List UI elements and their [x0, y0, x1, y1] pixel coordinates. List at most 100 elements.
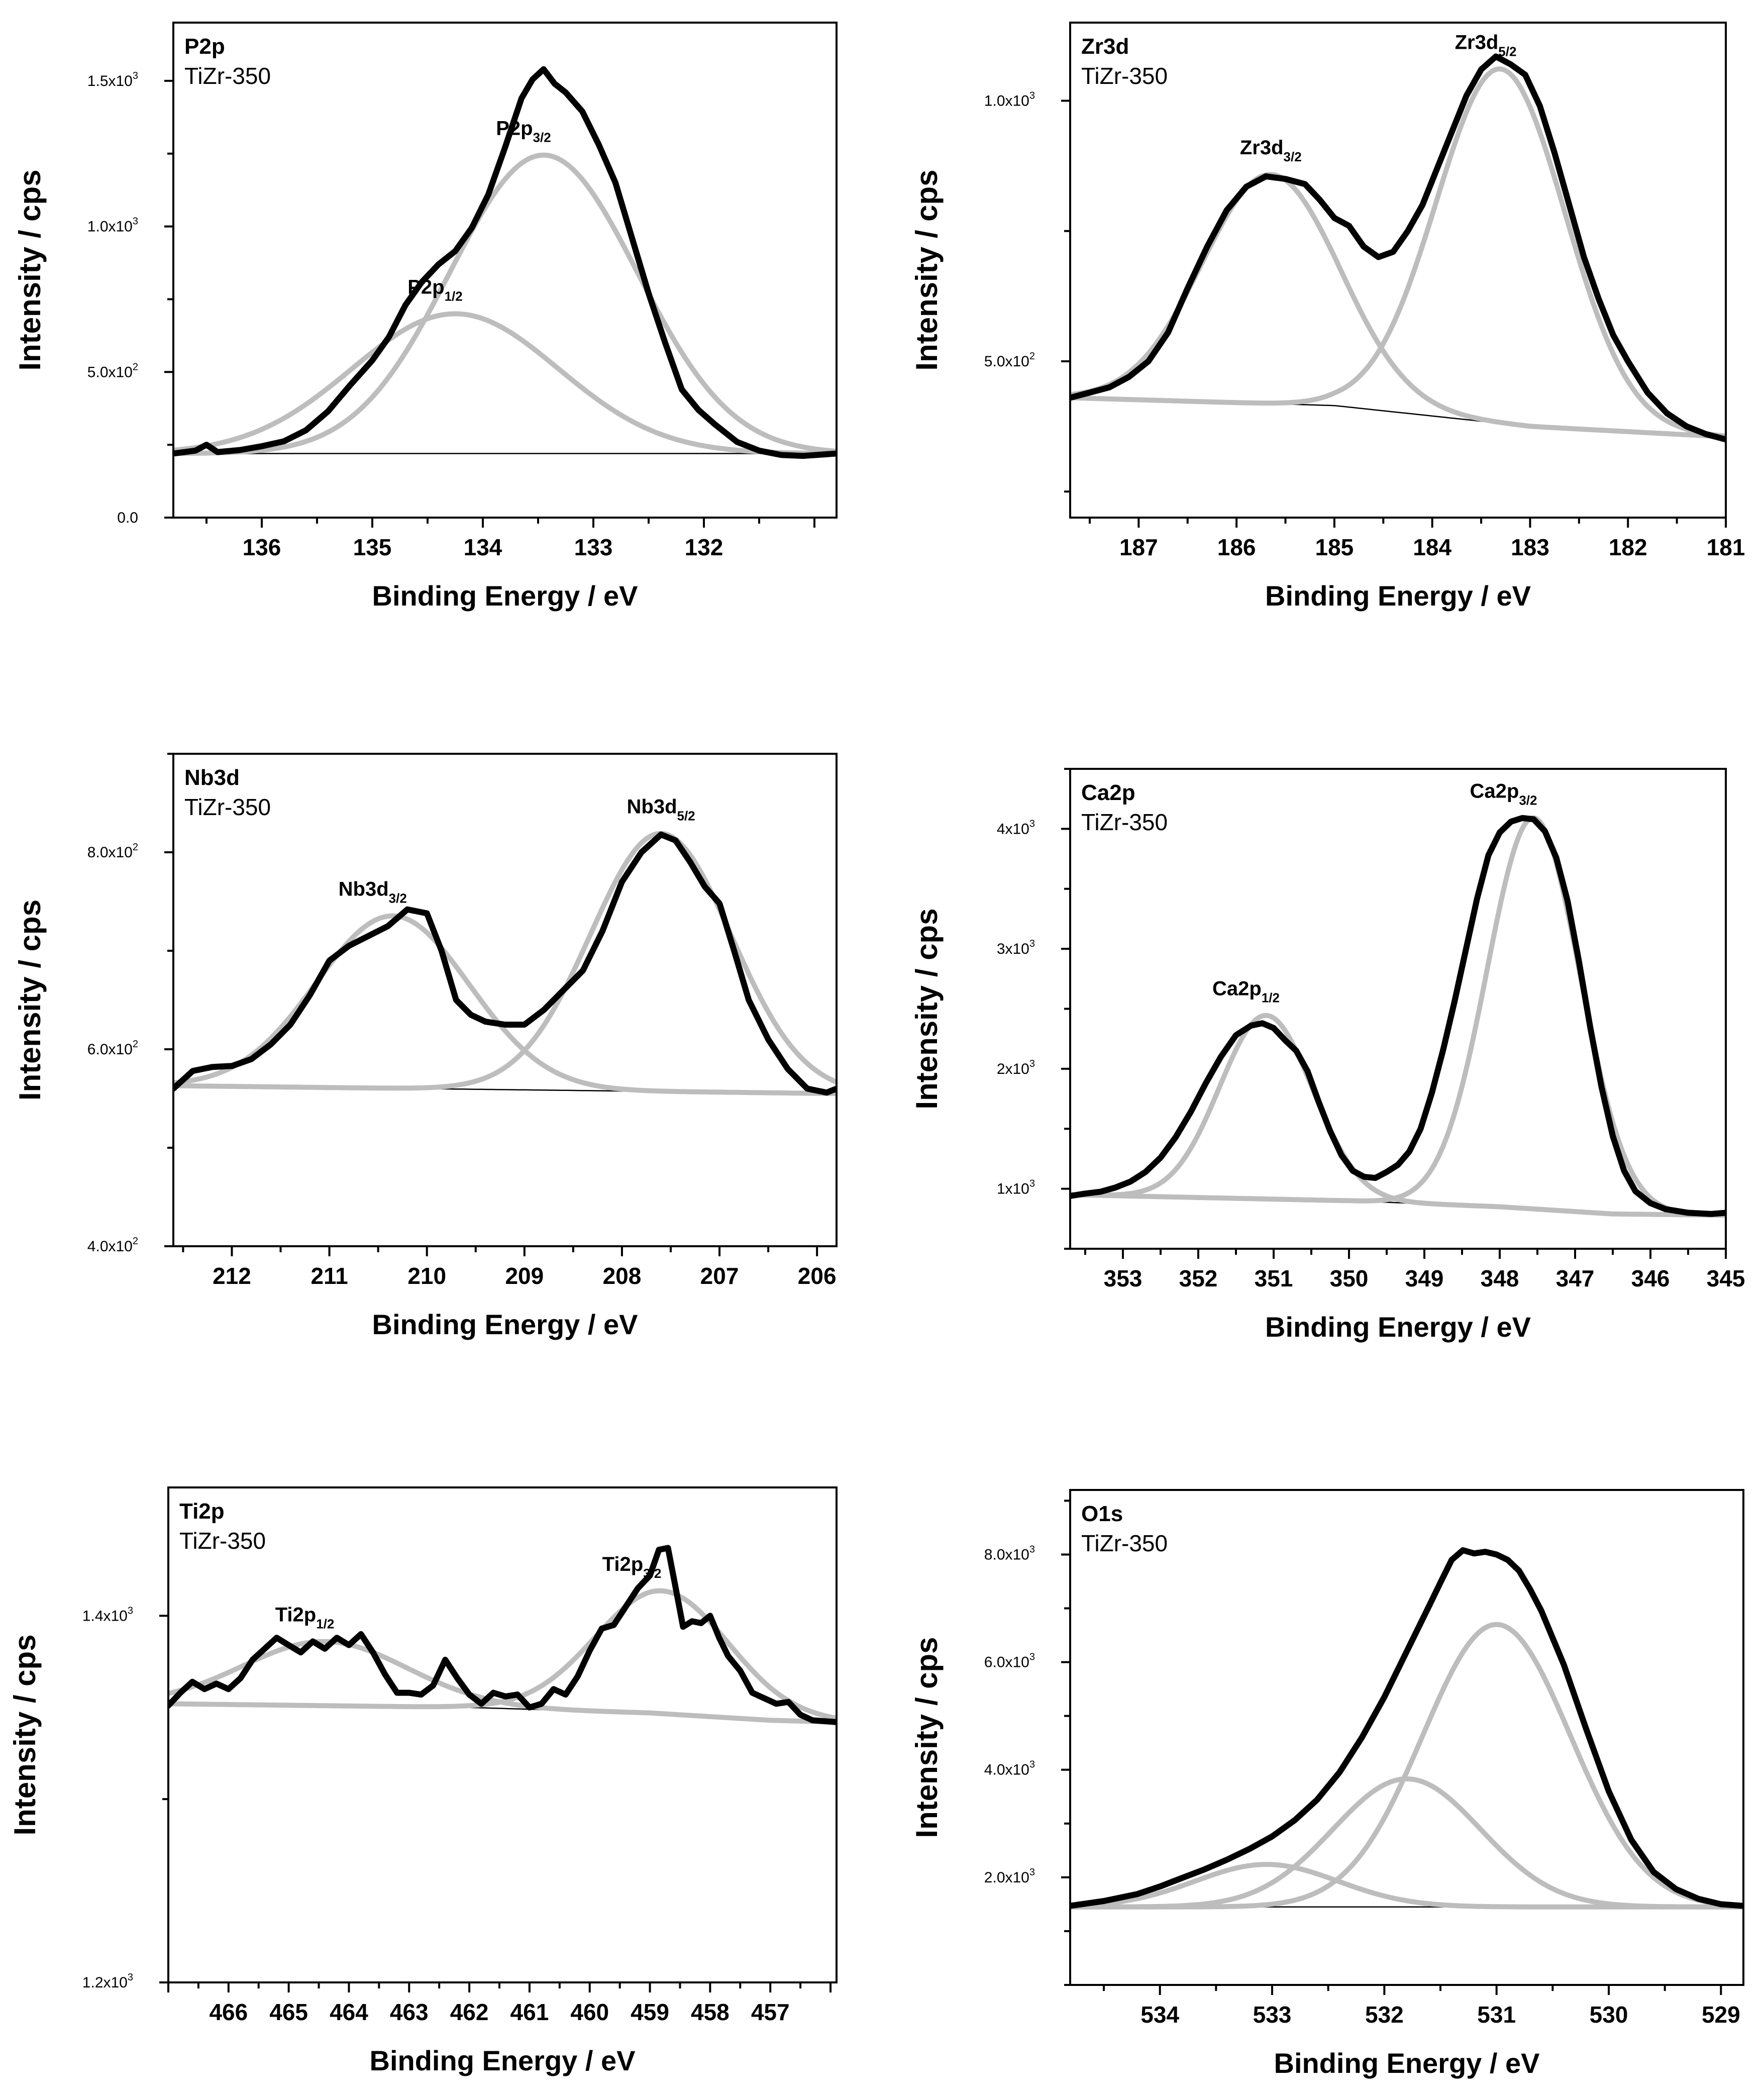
panel-sample: TiZr-350 — [184, 794, 271, 820]
y-tick-label: 1.2x103 — [82, 1972, 133, 1991]
y-tick-label: 1.0x103 — [984, 90, 1035, 110]
x-tick-label: 132 — [685, 534, 723, 560]
x-axis-title: Binding Energy / eV — [1265, 1311, 1531, 1343]
plot-frame — [167, 1486, 838, 1983]
x-tick-label: 530 — [1590, 2002, 1628, 2028]
raw-spectrum — [1070, 815, 1726, 1217]
x-tick-label: 531 — [1477, 2002, 1516, 2028]
y-tick-exponent: 2 — [133, 361, 138, 372]
y-tick-exponent: 3 — [128, 1972, 133, 1983]
x-tick-label: 349 — [1405, 1265, 1444, 1291]
fit-component-ti2p3-2 — [168, 1588, 837, 1721]
peak-label: Nb3d3/2 — [339, 878, 407, 906]
x-tick-label: 465 — [269, 1999, 308, 2025]
plot-frame — [1069, 22, 1727, 519]
fit-component-zr3d3-2 — [1070, 172, 1726, 440]
x-tick-label: 458 — [691, 1999, 730, 2025]
y-axis-title: Intensity / cps — [13, 900, 47, 1101]
x-tick-label: 135 — [353, 534, 392, 560]
x-tick-label: 461 — [510, 1999, 549, 2025]
y-tick-label: 6.0x102 — [87, 1039, 138, 1058]
x-tick-label: 353 — [1104, 1265, 1143, 1291]
panel-zr3d: 187 186 185 184 183 182 181 5.0x102 1.0x103 Bindi… — [910, 22, 1745, 612]
x-tick-label: 136 — [243, 534, 281, 560]
plot-area — [173, 831, 837, 1096]
x-tick-label: 350 — [1330, 1265, 1369, 1291]
y-tick-label: 1x103 — [997, 1178, 1035, 1197]
x-tick-label: 351 — [1255, 1265, 1293, 1291]
panel-title: Ti2p — [179, 1499, 225, 1524]
y-tick-label: 1.0x103 — [87, 216, 138, 235]
x-tick-label: 211 — [310, 1263, 348, 1289]
x-tick-label: 185 — [1315, 534, 1354, 560]
raw-spectrum — [1070, 1547, 1743, 1909]
x-tick-label: 348 — [1481, 1265, 1519, 1291]
x-axis-title: Binding Energy / eV — [372, 1309, 638, 1340]
x-tick-label: 182 — [1609, 534, 1647, 560]
x-tick-label: 347 — [1556, 1265, 1595, 1291]
x-axis-title: Binding Energy / eV — [1265, 580, 1531, 612]
x-tick-label: 183 — [1511, 534, 1549, 560]
y-tick-exponent: 3 — [1029, 1178, 1035, 1189]
y-tick-label: 1.5x103 — [87, 70, 138, 89]
peak-label: Nb3d5/2 — [627, 796, 695, 824]
y-tick-exponent: 2 — [133, 842, 138, 853]
raw-spectrum — [173, 66, 837, 459]
y-tick-label: 1.4x103 — [82, 1605, 133, 1624]
y-tick-label: 8.0x102 — [87, 842, 138, 861]
x-tick-label: 212 — [213, 1263, 251, 1289]
plot-frame — [172, 22, 838, 519]
y-tick-exponent: 3 — [133, 70, 138, 81]
x-tick-label: 134 — [464, 534, 502, 560]
panel-title: Ca2p — [1081, 780, 1135, 805]
fit-component-zr3d5-2 — [1070, 66, 1726, 439]
peak-label: Ti2p1/2 — [275, 1604, 335, 1632]
x-tick-label: 529 — [1702, 2002, 1740, 2028]
x-tick-label: 459 — [631, 1999, 669, 2025]
panel-sample: TiZr-350 — [1081, 1530, 1168, 1556]
x-axis-title: Binding Energy / eV — [372, 580, 638, 612]
y-tick-exponent: 3 — [1029, 1544, 1035, 1555]
y-tick-exponent: 2 — [1029, 351, 1035, 362]
fit-component-p2p1-2 — [173, 311, 837, 456]
peak-label: Ca2p3/2 — [1470, 780, 1537, 808]
x-tick-label: 210 — [407, 1263, 446, 1289]
y-tick-label: 3x103 — [997, 938, 1035, 957]
y-tick-label: 5.0x102 — [984, 351, 1035, 370]
x-tick-label: 463 — [390, 1999, 429, 2025]
x-tick-label: 207 — [700, 1263, 739, 1289]
plot-area — [1070, 53, 1726, 443]
panel-sample: TiZr-350 — [184, 63, 271, 89]
fit-component-ca2p1-2 — [1070, 1013, 1726, 1218]
x-tick-label: 187 — [1119, 534, 1158, 560]
x-tick-label: 464 — [330, 1999, 368, 2025]
panel-o1s: 534 533 532 531 530 529 2.0x103 4.0x103 6.0x103 8… — [910, 1489, 1744, 2079]
panel-sample: TiZr-350 — [1081, 809, 1168, 835]
fit-component-p2p3-2 — [173, 152, 837, 456]
x-tick-label: 346 — [1631, 1265, 1670, 1291]
x-tick-label: 462 — [450, 1999, 489, 2025]
plot-area — [168, 1545, 837, 1725]
plot-area — [1070, 815, 1726, 1218]
x-tick-label: 533 — [1253, 2002, 1292, 2028]
y-tick-label: 2.0x103 — [984, 1867, 1035, 1886]
x-tick-label: 206 — [798, 1263, 837, 1289]
x-tick-label: 532 — [1365, 2002, 1404, 2028]
panel-ti2p: 466 465 464 463 462 461 460 459 458 457 1.2x103 1.4… — [8, 1486, 838, 2076]
y-tick-exponent: 3 — [1029, 1759, 1035, 1770]
plot-area — [1070, 1547, 1743, 1910]
y-axis-title: Intensity / cps — [910, 1637, 944, 1838]
x-tick-label: 457 — [751, 1999, 790, 2025]
fit-component-ca2p3-2 — [1070, 815, 1726, 1218]
fit-component-o1s-a — [1070, 1622, 1743, 1910]
x-axis-title: Binding Energy / eV — [1274, 2047, 1540, 2079]
x-tick-label: 133 — [574, 534, 613, 560]
y-tick-label: 0.0 — [117, 510, 138, 526]
y-tick-exponent: 3 — [1029, 1867, 1035, 1878]
y-tick-exponent: 3 — [1029, 818, 1035, 829]
x-tick-label: 186 — [1217, 534, 1256, 560]
x-tick-label: 352 — [1179, 1265, 1218, 1291]
y-tick-exponent: 3 — [133, 216, 138, 227]
panel-title: Nb3d — [184, 765, 240, 790]
